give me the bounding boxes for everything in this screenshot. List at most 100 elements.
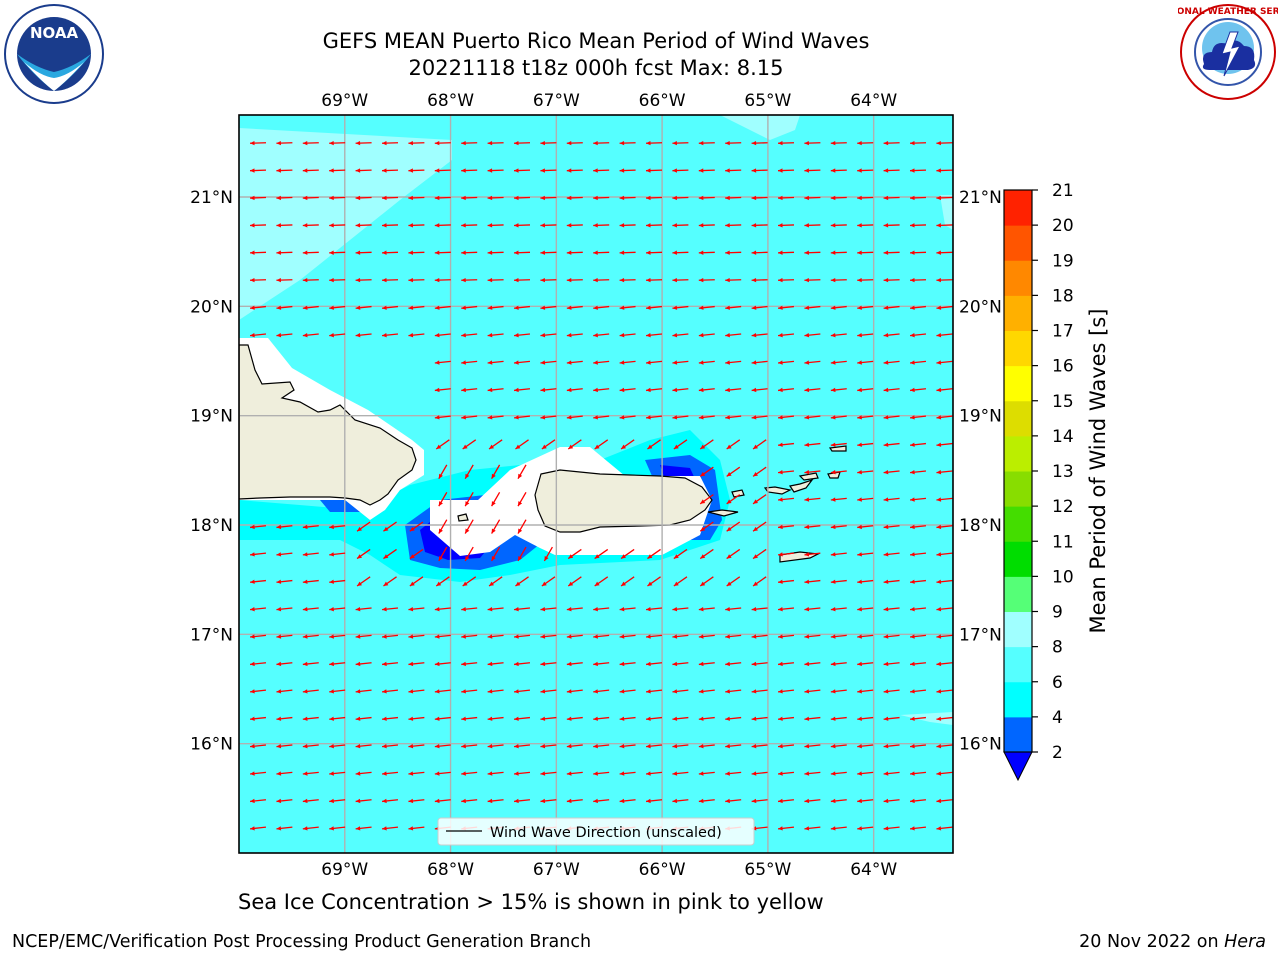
wave-direction-arrow (752, 466, 767, 477)
wave-direction-arrow (725, 195, 742, 201)
wave-direction-arrow (566, 607, 583, 612)
wave-direction-arrow (726, 548, 741, 560)
wave-direction-arrow (249, 579, 267, 584)
wave-direction-arrow (461, 607, 478, 612)
wave-direction-arrow (434, 305, 451, 310)
legend-box (437, 817, 755, 846)
wave-direction-arrow (566, 689, 583, 694)
wave-direction-arrow (355, 744, 372, 749)
mona-island (457, 513, 469, 522)
wave-direction-arrow (329, 826, 346, 831)
wave-direction-arrow (408, 771, 425, 776)
wave-direction-arrow (408, 305, 425, 310)
wave-direction-arrow (434, 140, 451, 146)
wave-direction-arrow (699, 521, 714, 532)
wave-direction-arrow (355, 716, 372, 721)
wave-direction-arrow (645, 140, 663, 146)
wave-direction-arrow (487, 333, 504, 338)
footer-credit: NCEP/EMC/Verification Post Processing Pr… (12, 932, 592, 952)
wave-direction-arrow (751, 607, 768, 612)
wave-direction-arrow (355, 250, 372, 255)
wave-direction-arrow (566, 716, 583, 721)
colorbar-tick-label: 6 (1052, 673, 1063, 693)
wave-direction-arrow (276, 716, 293, 721)
wave-direction-arrow (936, 223, 953, 228)
wave-direction-arrow (936, 387, 953, 393)
wave-direction-arrow (355, 771, 372, 776)
wave-direction-arrow (513, 744, 531, 749)
wave-direction-arrow (276, 826, 293, 831)
wave-direction-arrow (936, 415, 953, 420)
lon-tick-label-top: 69°W (321, 91, 368, 111)
wave-direction-arrow (909, 415, 927, 420)
wave-direction-arrow (329, 661, 346, 667)
wave-direction-arrow (883, 497, 900, 502)
colorbar-tick-label: 2 (1052, 743, 1063, 763)
wave-direction-arrow (249, 195, 267, 201)
wave-direction-arrow (672, 661, 689, 667)
wave-direction-arrow (276, 552, 293, 557)
wave-direction-arrow (276, 771, 293, 776)
lon-tick-label-top: 64°W (850, 91, 897, 111)
colorbar-tick-label: 21 (1052, 181, 1074, 201)
wave-direction-arrow (804, 744, 821, 749)
wave-direction-arrow (830, 552, 847, 557)
wave-direction-arrow (249, 305, 267, 310)
wave-direction-arrow (883, 524, 900, 530)
lat-tick-label-right: 16°N (959, 735, 1002, 755)
wave-direction-arrow (487, 305, 504, 310)
wave-direction-arrow (699, 439, 714, 450)
wave-direction-arrow (329, 744, 346, 749)
wave-direction-arrow (567, 439, 582, 450)
wave-direction-arrow (645, 305, 663, 310)
wave-direction-arrow (804, 716, 821, 721)
colorbar-segment (1004, 471, 1032, 507)
wave-direction-arrow (698, 223, 715, 228)
wave-direction-arrow (540, 716, 557, 721)
wave-direction-arrow (381, 689, 399, 694)
wave-direction-arrow (435, 576, 450, 587)
lat-tick-label-left: 19°N (190, 407, 233, 427)
wave-direction-arrow (751, 305, 768, 310)
wave-direction-arrow (356, 576, 371, 587)
wave-direction-arrow (883, 168, 900, 173)
wave-direction-arrow (777, 661, 795, 667)
wave-direction-arrow (438, 491, 448, 507)
wave-direction-arrow (567, 548, 582, 560)
wave-direction-arrow (830, 305, 847, 310)
wave-direction-arrow (936, 689, 953, 694)
wave-direction-arrow (804, 168, 821, 173)
wave-direction-arrow (726, 576, 741, 587)
colorbar-tick-label: 11 (1052, 532, 1074, 552)
wave-direction-arrow (830, 277, 847, 283)
wave-direction-arrow (698, 333, 715, 338)
wave-direction-arrow (356, 548, 371, 560)
wave-direction-arrow (408, 140, 425, 146)
wave-direction-arrow (513, 360, 531, 365)
wave-direction-arrow (883, 442, 900, 447)
wave-direction-arrow (752, 439, 767, 450)
wave-direction-arrow (302, 277, 319, 283)
wave-direction-arrow (593, 689, 610, 694)
wave-direction-arrow (461, 333, 478, 338)
wave-direction-arrow (672, 140, 689, 146)
wave-direction-arrow (857, 277, 874, 283)
wave-direction-arrow (857, 415, 874, 420)
wave-direction-arrow (461, 360, 478, 365)
wave-direction-arrow (698, 689, 715, 694)
wave-direction-arrow (434, 689, 451, 694)
wave-direction-arrow (804, 634, 821, 639)
lat-tick-label-left: 16°N (190, 735, 233, 755)
wave-direction-arrow (276, 524, 293, 530)
wave-direction-arrow (302, 771, 319, 776)
wave-direction-arrow (593, 771, 610, 776)
wave-direction-arrow (566, 744, 583, 749)
wave-direction-arrow (751, 140, 768, 146)
wave-direction-arrow (804, 250, 821, 255)
wave-direction-arrow (487, 387, 504, 393)
wave-direction-arrow (698, 250, 715, 255)
wave-direction-arrow (461, 387, 478, 393)
wave-direction-arrow (883, 415, 900, 420)
wave-direction-arrow (619, 333, 636, 338)
wave-direction-arrow (517, 491, 527, 507)
